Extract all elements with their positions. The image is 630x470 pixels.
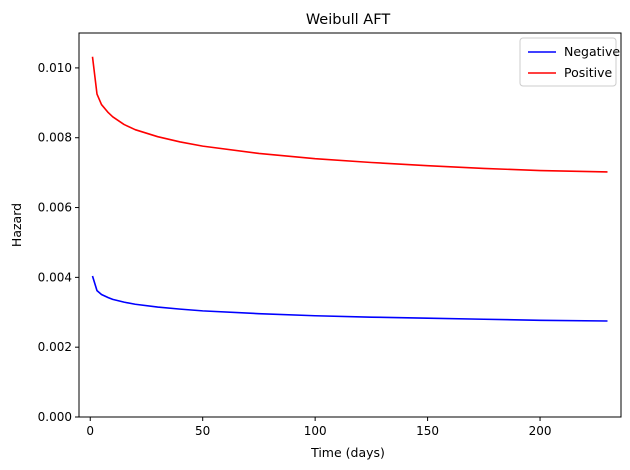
plot-area	[79, 33, 621, 417]
series-line-negative	[91, 275, 608, 322]
series-line-positive	[91, 56, 608, 173]
x-tick-label: 200	[529, 424, 552, 438]
x-tick-label: 50	[195, 424, 210, 438]
legend-box	[519, 37, 617, 87]
legend-label: Positive	[564, 65, 612, 80]
x-tick-label: 150	[416, 424, 439, 438]
axes-layer: 0 50 100 150 200 0.000 0.002 0.004 0.006 0.008 0.0…	[38, 61, 552, 438]
x-tick-label: 100	[304, 424, 327, 438]
chart-title: Weibull AFT	[306, 12, 391, 28]
y-tick-label: 0.002	[38, 340, 72, 354]
y-tick-label: 0.000	[38, 410, 72, 424]
x-axis-label: Time (days)	[310, 445, 385, 460]
y-tick-label: 0.010	[38, 61, 72, 75]
legend: Negative Positive	[519, 37, 620, 87]
plot-frame	[78, 32, 622, 418]
series-layer	[91, 56, 608, 322]
y-tick-label: 0.008	[38, 131, 72, 145]
x-tick-label: 0	[86, 424, 94, 438]
y-tick-label: 0.006	[38, 201, 72, 215]
legend-label: Negative	[564, 44, 620, 59]
y-axis-label: Hazard	[9, 203, 24, 247]
y-tick-label: 0.004	[38, 270, 72, 284]
